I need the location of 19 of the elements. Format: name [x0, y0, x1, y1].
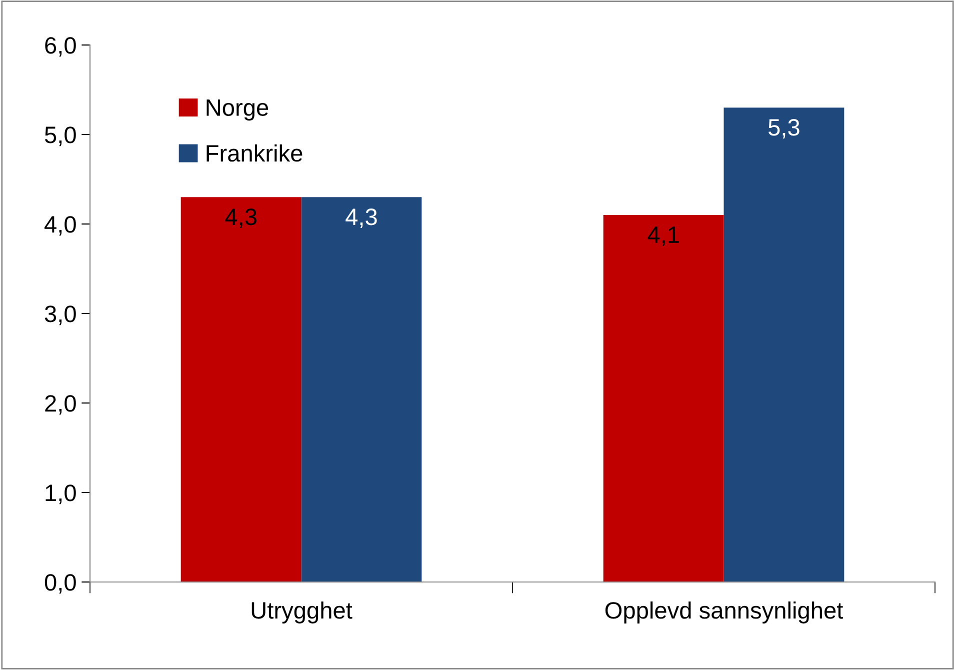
data-label: 4,3: [225, 208, 256, 228]
x-tick-label: Utrygghet: [252, 601, 352, 624]
y-tick-label: 5,0: [44, 126, 76, 146]
y-tick-label: 2,0: [45, 395, 76, 415]
data-label: 4,3: [346, 208, 377, 228]
data-label: 5,3: [768, 119, 800, 139]
bar: [180, 197, 302, 582]
y-tick-label: 6,0: [45, 37, 76, 57]
y-tick-label: 3,0: [44, 306, 76, 326]
y-tick-label: 0,0: [44, 574, 76, 594]
bar: [301, 197, 422, 582]
y-tick-label: 4,0: [44, 216, 76, 236]
data-label: 4,1: [648, 226, 679, 246]
y-tick-label: 1,0: [46, 484, 76, 504]
legend-label: Norge: [206, 99, 268, 121]
legend-label: Frankrike: [206, 144, 302, 162]
bar: [603, 215, 724, 582]
bar: [724, 108, 844, 582]
x-tick-label: Opplevd sannsynlighet: [605, 601, 844, 624]
